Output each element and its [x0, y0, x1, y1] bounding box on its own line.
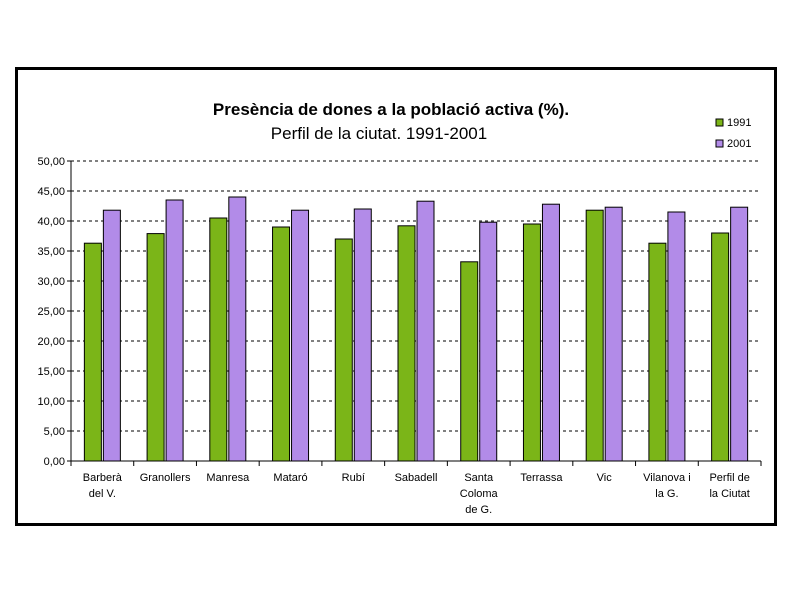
legend-swatch-1991 — [715, 118, 724, 127]
y-tick-label: 25,00 — [37, 306, 65, 318]
x-tick-label-line: de G. — [465, 504, 492, 516]
x-axis-category-labels: Barberà del V. Granollers Manresa Mataró Rubí… — [83, 472, 750, 516]
x-tick-label-line: Rubí — [342, 472, 365, 484]
x-tick-label-line: Granollers — [140, 472, 191, 484]
y-tick-label: 45,00 — [37, 186, 65, 198]
x-tick-label: Sabadell — [395, 472, 438, 484]
x-tick-label-line: Vilanova i — [643, 472, 691, 484]
x-tick-label-line: Barberà — [83, 472, 123, 484]
x-tick-label: Vilanova i la G. — [643, 472, 691, 500]
y-tick-label: 30,00 — [37, 276, 65, 288]
y-tick-label: 10,00 — [37, 396, 65, 408]
bar-2001 — [667, 211, 686, 462]
bar-2001 — [353, 208, 372, 462]
bar-chart: Presència de dones a la població activa … — [37, 100, 762, 516]
bar-1991 — [711, 232, 730, 462]
x-tick-label-line: Terrassa — [520, 472, 563, 484]
x-tick-label-line: la Ciutat — [709, 488, 749, 500]
x-tick-label-line: Mataró — [273, 472, 307, 484]
chart-title: Presència de dones a la població activa … — [213, 100, 569, 119]
bar-1991 — [146, 233, 165, 462]
y-tick-label: 20,00 — [37, 336, 65, 348]
x-tick-label-line: Manresa — [206, 472, 250, 484]
y-axis-tick-labels: 0,00 5,00 10,00 15,00 20,00 25,00 30,00 35,00 40… — [37, 156, 65, 468]
axes — [67, 160, 762, 466]
x-tick-label: Santa Coloma de G. — [460, 472, 499, 516]
legend-swatch-2001 — [715, 139, 724, 148]
x-tick-label: Vic — [597, 472, 613, 484]
legend-label-1991: 1991 — [727, 117, 751, 129]
bar-2001 — [541, 203, 560, 462]
y-tick-label: 5,00 — [44, 426, 65, 438]
x-tick-label-line: Perfil de — [709, 472, 749, 484]
legend: 1991 2001 — [715, 117, 751, 150]
x-tick-label: Manresa — [206, 472, 250, 484]
bar-2001 — [479, 221, 498, 462]
x-tick-label: Barberà del V. — [83, 472, 123, 500]
bar-2001 — [730, 206, 749, 462]
bar-1991 — [272, 226, 291, 462]
x-tick-label-line: la G. — [655, 488, 678, 500]
y-tick-label: 0,00 — [44, 456, 65, 468]
bar-1991 — [460, 261, 479, 462]
bar-1991 — [334, 238, 353, 462]
bar-2001 — [228, 196, 247, 462]
bar-1991 — [83, 242, 102, 462]
x-tick-label-line: Sabadell — [395, 472, 438, 484]
x-tick-label: Perfil de la Ciutat — [709, 472, 749, 500]
x-tick-label-line: Santa — [464, 472, 494, 484]
x-tick-label-line: Coloma — [460, 488, 499, 500]
bar-1991 — [209, 217, 228, 462]
x-tick-label-line: Vic — [597, 472, 613, 484]
gridlines — [71, 160, 761, 432]
bars — [83, 196, 749, 462]
y-tick-label: 35,00 — [37, 246, 65, 258]
bar-2001 — [604, 206, 623, 462]
bar-2001 — [416, 200, 435, 462]
x-tick-label: Granollers — [140, 472, 191, 484]
bar-2001 — [102, 209, 121, 462]
chart-frame: Presència de dones a la població activa … — [15, 67, 777, 526]
bar-1991 — [522, 223, 541, 462]
y-tick-label: 50,00 — [37, 156, 65, 168]
legend-label-2001: 2001 — [727, 138, 751, 150]
x-tick-label-line: del V. — [89, 488, 116, 500]
bar-1991 — [397, 225, 416, 462]
bar-1991 — [648, 242, 667, 462]
y-tick-label: 15,00 — [37, 366, 65, 378]
x-tick-label: Rubí — [342, 472, 365, 484]
bar-2001 — [291, 209, 310, 462]
chart-subtitle: Perfil de la ciutat. 1991-2001 — [271, 124, 487, 143]
bar-2001 — [165, 199, 184, 462]
bar-1991 — [585, 209, 604, 462]
x-tick-label: Terrassa — [520, 472, 563, 484]
y-tick-label: 40,00 — [37, 216, 65, 228]
x-tick-label: Mataró — [273, 472, 307, 484]
